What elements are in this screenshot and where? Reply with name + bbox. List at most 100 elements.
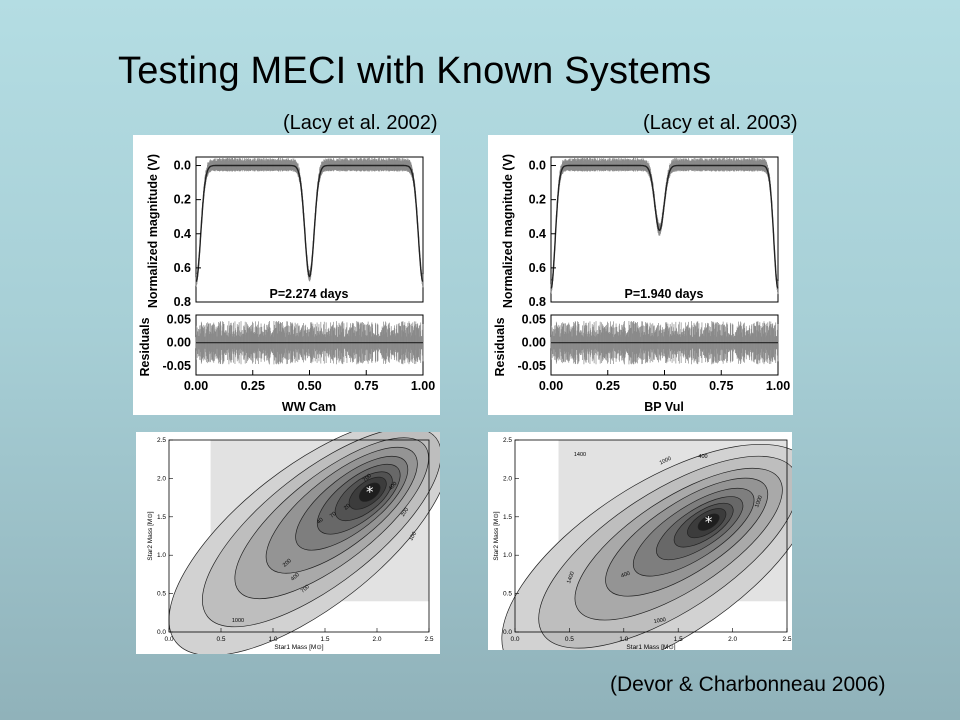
y-axis-label: Normalized magnitude (V) [146, 154, 160, 308]
contour-level-label: 1400 [574, 452, 586, 458]
data-scatter [195, 157, 424, 288]
contour-level [697, 513, 720, 531]
x-tick-label: 0.00 [184, 379, 208, 393]
citation-right: (Lacy et al. 2003) [643, 112, 798, 134]
y-axis-label: Star2 Mass [M⊙] [493, 511, 500, 560]
x-tick-label: 0.0 [164, 636, 173, 643]
x-tick-label: 0.5 [216, 636, 225, 643]
x-axis-label: Star1 Mass [M⊙] [274, 644, 323, 651]
contour-level-label: 70 [329, 511, 338, 520]
model-curve [195, 164, 424, 282]
residual-tick-label: -0.05 [518, 359, 547, 373]
period-label: P=2.274 days [270, 287, 349, 301]
contour-level [358, 482, 381, 502]
contour-level-label: 400 [388, 481, 399, 492]
contour-plot-bp-vul: * 0.0 0.5 1.0 1.5 2.0 2.5 0.0 0.5 1.0 1.5 2.0 2.5 Sta… [488, 432, 792, 650]
contour-level-label: 400 [698, 454, 707, 460]
y-tick-label: 2.5 [503, 437, 512, 444]
contour-level-label: 20 [343, 503, 352, 512]
y-tick-label: 2.0 [503, 475, 512, 482]
contour-level-label: 200 [282, 558, 293, 569]
period-label: P=1.940 days [625, 287, 704, 301]
main-plot-frame [195, 156, 424, 303]
y-tick-label: 0.4 [174, 227, 191, 241]
contour-plot-ww-cam: * 0.0 0.5 1.0 1.5 2.0 2.5 0.0 0.5 1.0 1.5 2.0 2.5 Sta… [136, 432, 440, 654]
x-axis-label: Star1 Mass [M⊙] [626, 644, 675, 650]
contour-level-label: 400 [620, 571, 631, 580]
x-tick-label: 0.75 [709, 379, 733, 393]
y-tick-label: 0.8 [174, 295, 191, 309]
model-curve [550, 164, 779, 289]
residual-axis-label: Residuals [138, 317, 152, 376]
main-plot-frame [550, 156, 779, 303]
light-curve-bp-vul: 0.0 0.2 0.4 0.6 0.8 0.05 0.00 -0.05 0.00 0.25 0.50… [488, 135, 793, 415]
y-tick-label: 0.8 [529, 295, 546, 309]
x-tick-label: 0.00 [539, 379, 563, 393]
x-tick-label: 1.5 [674, 636, 683, 643]
x-tick-label: 1.0 [619, 636, 628, 643]
contour-level-label: 1000 [653, 617, 666, 625]
x-tick-label: 0.0 [510, 636, 519, 643]
y-tick-label: 2.5 [157, 437, 166, 444]
y-tick-label: 0.2 [529, 193, 546, 207]
y-tick-label: 1.0 [503, 552, 512, 559]
minimum-marker: * [366, 483, 374, 501]
x-axis-label: WW Cam [282, 400, 336, 414]
y-tick-label: 0.0 [529, 159, 546, 173]
x-tick-label: 0.5 [565, 636, 574, 643]
contour-level-label: 1000 [659, 456, 673, 467]
light-curve-ww-cam: 0.0 0.2 0.4 0.6 0.8 0.05 0.00 -0.05 0.00 0.25 0.50… [133, 135, 440, 415]
contour-level-label: 700 [362, 473, 373, 484]
y-tick-label: 0.6 [529, 261, 546, 275]
contour-levels [501, 443, 792, 650]
y-tick-label: 1.5 [157, 514, 166, 521]
x-tick-label: 2.0 [728, 636, 737, 643]
x-tick-label: 0.25 [241, 379, 265, 393]
y-tick-label: 1.5 [503, 514, 512, 521]
slide-title: Testing MECI with Known Systems [118, 50, 712, 92]
x-tick-label: 2.5 [424, 636, 433, 643]
y-axis-label: Star2 Mass [M⊙] [147, 511, 154, 560]
residual-tick-label: -0.05 [163, 359, 192, 373]
x-axis-label: BP Vul [644, 400, 684, 414]
residual-tick-label: 0.05 [522, 313, 546, 327]
x-tick-label: 0.75 [354, 379, 378, 393]
residual-tick-label: 0.05 [167, 313, 191, 327]
x-tick-label: 1.00 [411, 379, 435, 393]
y-tick-label: 1.0 [157, 552, 166, 559]
x-tick-label: 2.0 [372, 636, 381, 643]
x-tick-label: 0.50 [297, 379, 321, 393]
contour-frame [168, 439, 430, 633]
y-tick-label: 0.0 [157, 629, 166, 636]
contour-level-label: 700 [300, 584, 311, 595]
x-tick-label: 0.25 [596, 379, 620, 393]
y-tick-label: 2.0 [157, 475, 166, 482]
contour-plot-bp-vul-svg: * 0.0 0.5 1.0 1.5 2.0 2.5 0.0 0.5 1.0 1.5 2.0 2.5 Sta… [493, 437, 792, 650]
light-curve-ww-cam-svg: 0.0 0.2 0.4 0.6 0.8 0.05 0.00 -0.05 0.00 0.25 0.50… [138, 154, 435, 414]
y-tick-label: 0.0 [503, 629, 512, 636]
y-axis-label: Normalized magnitude (V) [501, 154, 515, 308]
x-tick-label: 1.00 [766, 379, 790, 393]
contour-frame [514, 439, 788, 633]
contour-level-label: 40 [316, 517, 325, 526]
citation-bottom: (Devor & Charbonneau 2006) [610, 673, 886, 696]
contour-level-label: 100 [408, 531, 418, 542]
contour-level-label: 1000 [754, 495, 764, 509]
y-tick-label: 0.5 [157, 591, 166, 598]
x-tick-label: 1.0 [268, 636, 277, 643]
y-tick-label: 0.0 [174, 159, 191, 173]
contour-levels [168, 432, 440, 654]
contour-level-label: 1400 [566, 571, 576, 585]
y-tick-label: 0.6 [174, 261, 191, 275]
contour-level-label: 200 [400, 507, 410, 518]
residual-tick-label: 0.00 [167, 336, 191, 350]
y-tick-label: 0.2 [174, 193, 191, 207]
minimum-marker: * [705, 513, 713, 531]
x-tick-label: 2.5 [782, 636, 791, 643]
x-tick-label: 0.50 [652, 379, 676, 393]
contour-level-label: 400 [290, 572, 301, 583]
residual-axis-label: Residuals [493, 317, 507, 376]
residual-tick-label: 0.00 [522, 336, 546, 350]
contour-level-label: 1000 [232, 618, 244, 624]
data-scatter [550, 157, 779, 295]
